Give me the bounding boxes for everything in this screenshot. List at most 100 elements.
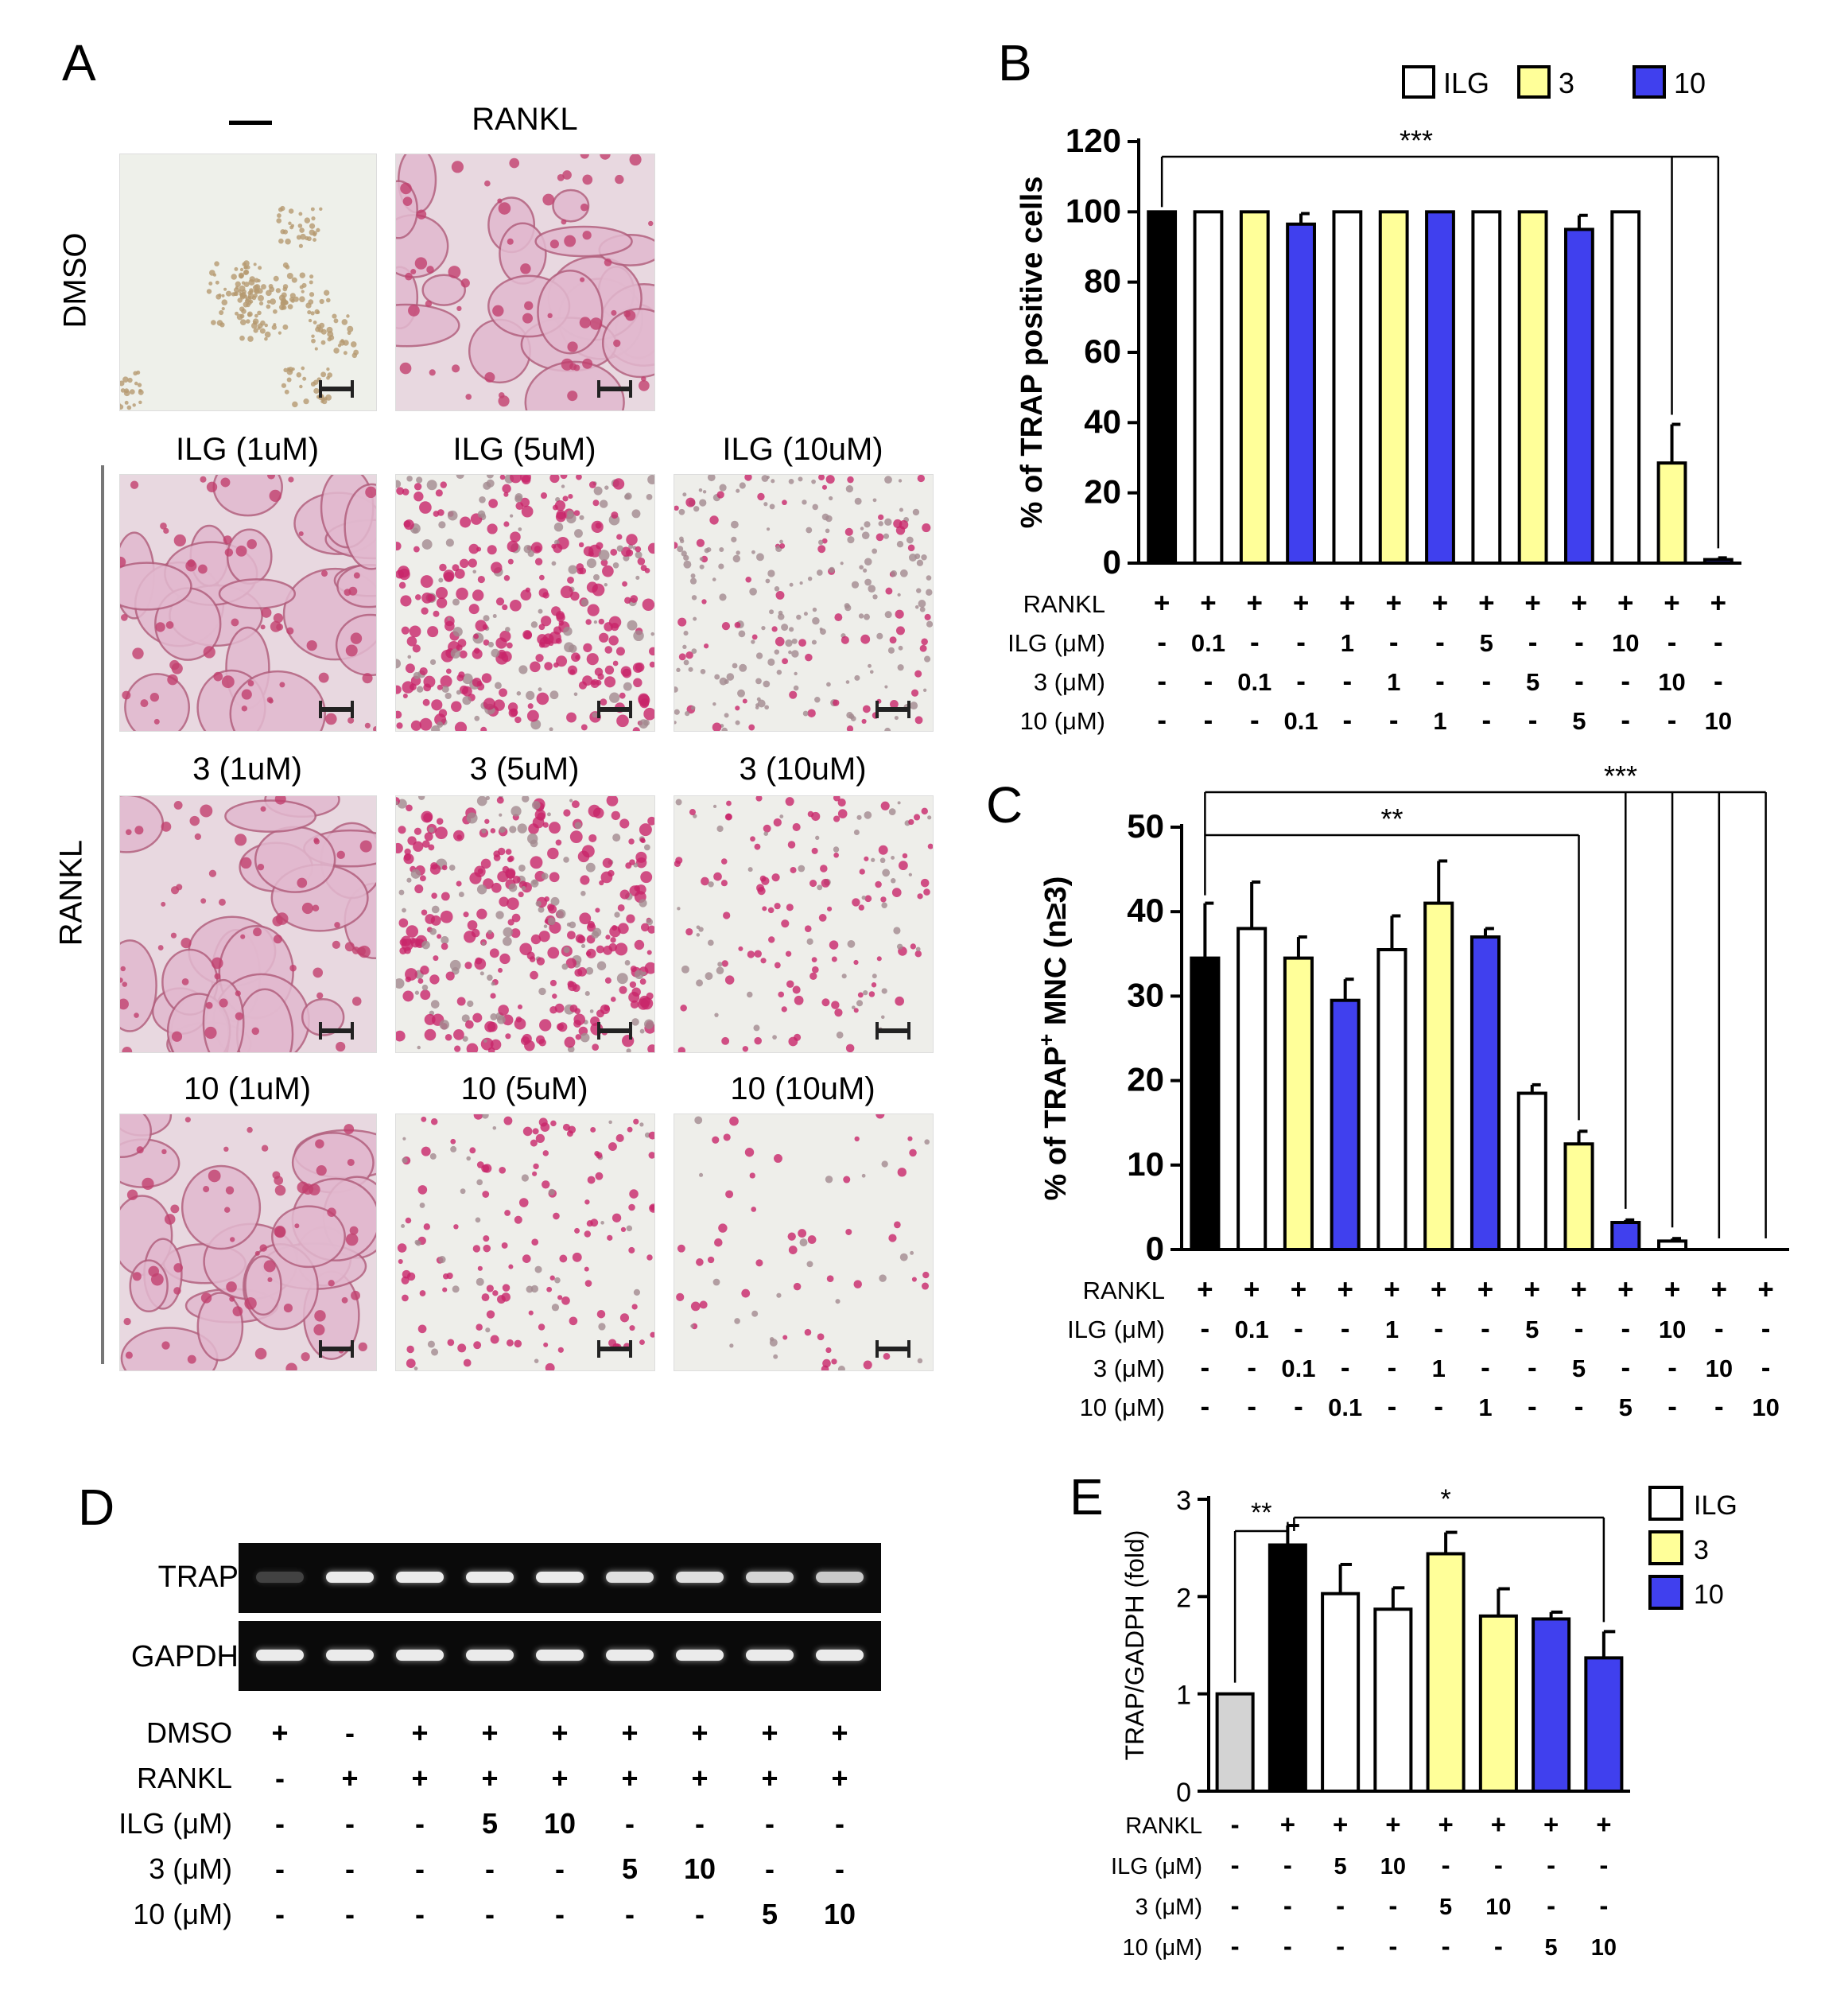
cell-dot [473,633,479,639]
cell-dot [447,1339,455,1347]
gel-condition-cell: + [691,1716,709,1749]
cell-dot [841,635,849,644]
cell-dot [403,853,411,861]
legend-swatch [1633,65,1666,99]
condition-row-label: 3 (μM) [1093,1355,1165,1382]
cell-dot [724,813,732,821]
cell-dot [456,690,461,695]
cell-dot [253,262,257,266]
cell-dot [611,309,617,316]
cell-dot [763,502,768,507]
cell-shape [120,562,192,611]
cell-dot [405,1217,412,1224]
condition-cell: - [1714,1391,1724,1422]
cell-dot [120,404,124,410]
cell-dot [685,651,693,659]
legend-swatch [1648,1486,1683,1521]
cell-dot [718,1223,728,1233]
cell-dot [895,996,904,1006]
cell-dot [476,1179,483,1186]
cell-dot [831,1358,837,1365]
condition-cell: - [1283,1850,1292,1879]
cell-dot [634,939,645,950]
cell-dot [791,650,799,658]
cell-dot [794,995,804,1005]
condition-cell: + [1491,1809,1506,1839]
cell-dot [564,1036,576,1048]
cell-dot [744,475,752,481]
cell-dot [845,1044,855,1052]
condition-cell: 1 [1478,1393,1492,1421]
gel-band [816,1572,864,1583]
cell-dot [562,496,569,502]
cell-dot [473,1341,482,1350]
cell-dot [274,1226,286,1238]
gel-condition-cell: - [555,1898,565,1930]
cell-dot [774,586,780,592]
cell-dot [547,847,559,860]
cell-dot [552,993,557,999]
cell-dot [602,565,614,577]
bar [1332,210,1363,565]
cell-dot [547,917,556,926]
cell-dot [410,683,417,691]
cell-dot [323,290,330,296]
cell-dot [920,878,930,888]
cell-dot [487,929,492,935]
cell-dot [814,697,821,703]
cell-dot [553,522,564,532]
cell-dot [254,1250,260,1256]
cell-dot [525,587,531,593]
cell-dot [157,945,164,950]
cell-dot [899,1253,908,1261]
cell-dot [689,809,696,816]
cell-dot [751,639,755,644]
cell-dot [499,953,511,965]
cell-dot [644,844,650,851]
cell-dot [344,1124,355,1134]
cell-dot [689,577,697,585]
cell-dot [577,967,587,977]
cell-dot [553,543,563,554]
gel-row-label: ILG (μM) [118,1807,232,1840]
cell-dot [551,1304,560,1312]
cell-dot [509,826,517,834]
cell-dot [452,364,460,373]
cell-dot [604,485,609,490]
cell-dot [239,306,245,312]
cell-dot [899,507,904,512]
cell-dot [542,822,549,828]
cell-shape [226,528,273,585]
condition-cell: 5 [1480,629,1493,657]
condition-cell: - [1204,705,1213,736]
cell-dot [558,620,565,626]
cell-dot [744,1148,755,1157]
cell-dot [825,1347,832,1354]
cell-dot [723,911,731,919]
cell-dot [785,950,792,957]
cell-dot [897,801,901,805]
condition-cell: - [1247,1391,1256,1422]
cell-dot [243,282,250,288]
cell-dot [635,551,643,559]
gel-condition-cell: + [621,1762,639,1794]
cell-dot [401,939,413,951]
cell-dot [353,349,359,356]
cell-dot [696,538,705,547]
cell-dot [745,576,752,583]
cell-shape [344,483,376,570]
cell-dot [440,910,453,923]
condition-cell: + [1596,1809,1611,1839]
cell-dot [431,905,440,914]
cell-dot [837,809,848,818]
legend-label: ILG [1443,67,1489,99]
cell-dot [751,1207,757,1212]
cell-shape [537,270,604,355]
cell-dot [769,1339,778,1347]
cell-dot [699,557,704,562]
cell-dot [429,369,436,376]
cell-dot [465,394,472,400]
cell-dot [538,687,542,692]
condition-cell: 10 [1612,629,1639,657]
cell-dot [530,661,541,673]
